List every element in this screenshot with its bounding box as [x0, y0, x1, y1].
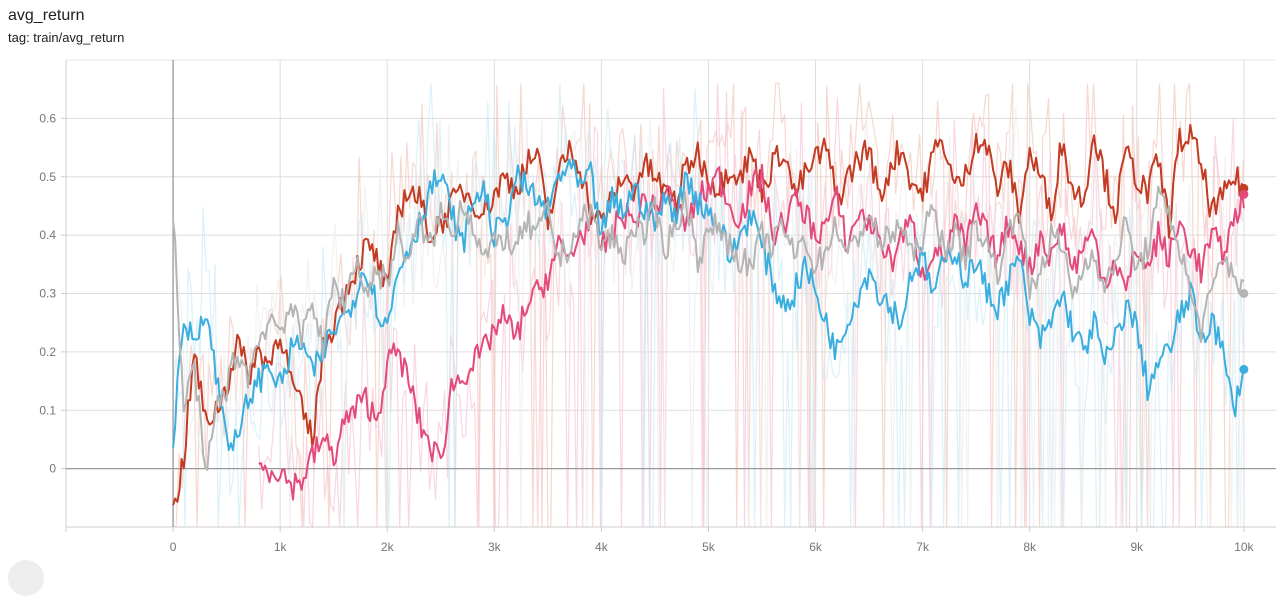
y-tick-label: 0.4 [39, 228, 56, 242]
series-line [172, 158, 1245, 452]
y-tick-label: 0.1 [39, 403, 56, 417]
y-tick-label: 0.6 [39, 111, 56, 125]
x-tick-label: 1k [274, 540, 288, 554]
axes [61, 59, 1276, 532]
series-line [258, 163, 1245, 501]
x-tick-label: 6k [809, 540, 823, 554]
x-tick-label: 5k [702, 540, 716, 554]
series-end-marker [1239, 289, 1249, 298]
y-tick-label: 0.3 [39, 287, 56, 301]
x-tick-label: 9k [1130, 540, 1144, 554]
x-tick-label: 10k [1234, 540, 1254, 554]
y-tick-label: 0.5 [39, 170, 56, 184]
y-tick-label: 0.2 [39, 345, 56, 359]
chart-tag: tag: train/avg_return [8, 30, 125, 45]
chart-title: avg_return [8, 7, 85, 24]
grid-lines [66, 60, 1276, 527]
x-tick-label: 7k [916, 540, 930, 554]
x-tick-label: 8k [1023, 540, 1037, 554]
series-end-markers [1239, 183, 1249, 374]
fab-button[interactable] [8, 560, 44, 596]
series-line [172, 185, 1245, 471]
x-tick-label: 2k [381, 540, 395, 554]
series-end-marker [1239, 189, 1249, 199]
x-tick-label: 3k [488, 540, 502, 554]
smoothed-series-layer [172, 123, 1245, 506]
x-tick-label: 0 [170, 540, 177, 554]
chart-plot[interactable]: 0 1k 2k 3k 4k 5k 6k 7k 8k 9k 10k 0 0.1 0.2 0.3 0.4 0.5 0.… [0, 0, 1276, 567]
tick-labels: 0 1k 2k 3k 4k 5k 6k 7k 8k 9k 10k 0 0.1 0.2 0.3 0.4 0.5 0.… [39, 111, 1254, 554]
y-tick-label: 0 [49, 462, 56, 476]
x-tick-label: 4k [595, 540, 609, 554]
series-end-marker [1239, 364, 1249, 374]
